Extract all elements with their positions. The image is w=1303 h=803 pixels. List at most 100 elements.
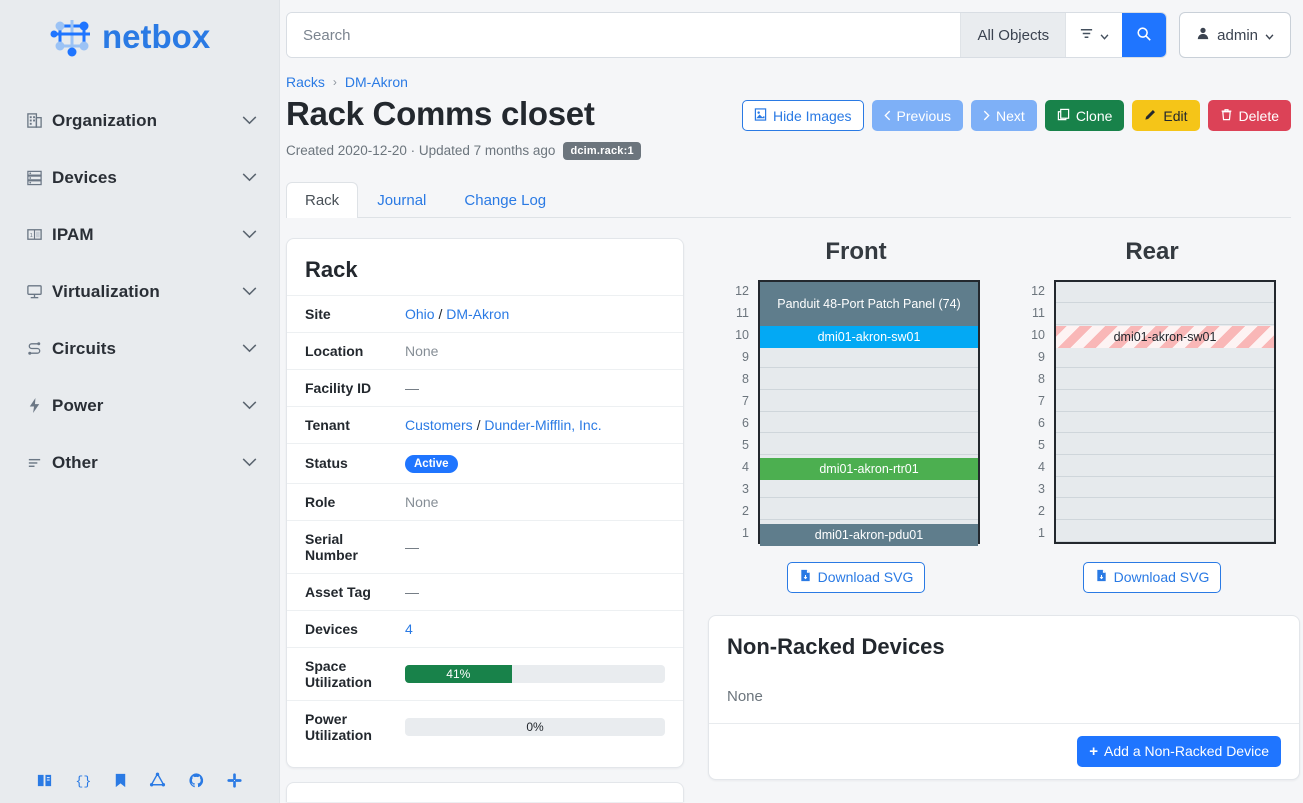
sidebar-item-power[interactable]: Power <box>0 377 279 434</box>
previous-label: Previous <box>896 107 952 124</box>
chevron-down-icon[interactable] <box>242 230 257 239</box>
table-row: Status Active <box>287 442 683 484</box>
row-label: Status <box>287 442 399 484</box>
table-row: Location None <box>287 331 683 370</box>
search-filter-dropdown[interactable] <box>1065 13 1123 57</box>
rack-unit-slot[interactable] <box>760 433 978 455</box>
netbox-logo[interactable]: netbox <box>0 0 279 66</box>
netbox-logo-icon: netbox <box>50 18 210 57</box>
rack-unit-slot[interactable] <box>760 411 978 434</box>
table-row: Space Utilization 41% <box>287 646 683 701</box>
devices-icon <box>26 169 52 186</box>
chevron-down-icon[interactable] <box>242 401 257 410</box>
breadcrumb-racks-link[interactable]: Racks <box>286 74 325 90</box>
rack-unit-slot[interactable] <box>1056 281 1274 304</box>
rack-unit-slot[interactable] <box>760 368 978 390</box>
sidebar-item-label: Virtualization <box>52 281 160 301</box>
rack-unit-slot[interactable] <box>760 498 978 520</box>
filter-icon <box>1079 26 1094 44</box>
row-value: None <box>399 331 683 370</box>
breadcrumb-separator-icon: › <box>332 75 337 89</box>
api-braces-icon[interactable]: {} <box>74 772 92 789</box>
tab-rack[interactable]: Rack <box>286 181 359 218</box>
row-label: Site <box>287 294 399 333</box>
search-submit-button[interactable] <box>1122 13 1167 57</box>
sidebar-item-label: Other <box>52 452 98 472</box>
edit-button[interactable]: Edit <box>1132 100 1200 131</box>
previous-button[interactable]: Previous <box>871 100 964 131</box>
rack-unit-slot[interactable] <box>1056 519 1274 542</box>
chevron-down-icon[interactable] <box>242 344 257 353</box>
rack-unit-number: 3 <box>1038 481 1045 496</box>
graphql-icon[interactable] <box>149 771 166 789</box>
table-row: Serial Number — <box>287 519 683 574</box>
row-label: Location <box>287 331 399 370</box>
non-racked-footer: + Add a Non-Racked Device <box>709 722 1299 779</box>
tab-change-log[interactable]: Change Log <box>464 191 547 209</box>
rack-card-title: Rack <box>305 256 358 282</box>
front-rack-wrapper: 12 11 10 9 8 7 6 5 4 3 2 1 Panduit 48-Port Patch Pa… <box>732 279 980 546</box>
sidebar-item-virtualization[interactable]: Virtualization <box>0 263 279 320</box>
device-count-link[interactable]: 4 <box>405 620 413 637</box>
row-value: 4 <box>399 609 683 648</box>
rack-device[interactable]: dmi01-akron-pdu01 <box>760 523 978 546</box>
sidebar-item-ipam[interactable]: 1 IPAM <box>0 206 279 263</box>
rack-unit-number: 9 <box>742 349 749 364</box>
sidebar-item-other[interactable]: Other <box>0 434 279 491</box>
github-icon[interactable] <box>188 772 205 789</box>
chevron-down-icon[interactable] <box>242 287 257 296</box>
tenant-group-link[interactable]: Customers <box>405 416 473 433</box>
rack-unit-slot[interactable] <box>1056 498 1274 520</box>
rack-unit-slot[interactable] <box>1056 346 1274 369</box>
rack-unit-number: 12 <box>1031 283 1045 298</box>
rack-unit-slot[interactable] <box>1056 389 1274 412</box>
sidebar-item-devices[interactable]: Devices <box>0 149 279 206</box>
clone-button[interactable]: Clone <box>1044 100 1125 131</box>
row-value: 0% <box>399 699 683 753</box>
search-input[interactable] <box>287 13 961 57</box>
rack-unit-slot[interactable] <box>1056 411 1274 434</box>
bookmark-icon[interactable] <box>113 772 128 789</box>
table-row: Tenant Customers / Dunder-Mifflin, Inc. <box>287 405 683 444</box>
search-group: All Objects <box>286 12 1168 58</box>
rack-unit-slot[interactable] <box>1056 476 1274 499</box>
tab-journal[interactable]: Journal <box>377 191 427 209</box>
delete-button[interactable]: Delete <box>1207 100 1291 131</box>
rack-device[interactable]: dmi01-akron-sw01 <box>1056 325 1274 348</box>
svg-text:{}: {} <box>76 773 92 788</box>
rack-device[interactable]: dmi01-akron-sw01 <box>760 325 978 348</box>
chevron-down-icon <box>1265 27 1274 44</box>
next-button[interactable]: Next <box>971 100 1037 131</box>
chevron-down-icon[interactable] <box>242 116 257 125</box>
rack-unit-slot[interactable] <box>760 389 978 412</box>
rack-unit-slot[interactable] <box>760 476 978 499</box>
hide-images-button[interactable]: Hide Images <box>741 100 864 131</box>
search-scope-selector[interactable]: All Objects <box>960 13 1066 57</box>
row-label: Space Utilization <box>287 646 399 701</box>
rear-download-svg-button[interactable]: Download SVG <box>1082 561 1222 593</box>
rear-elevation: Rear 12 11 10 9 8 7 6 5 4 3 2 1 dmi01-akron-sw01 <box>1004 238 1300 593</box>
add-non-racked-device-button[interactable]: + Add a Non-Racked Device <box>1077 735 1281 767</box>
chevron-down-icon[interactable] <box>242 173 257 182</box>
rack-elevations: Front 12 11 10 9 8 7 6 5 4 3 2 1 Panduit 48-Port Pa… <box>708 238 1300 593</box>
tenant-link[interactable]: Dunder-Mifflin, Inc. <box>484 416 602 433</box>
rack-unit-slot[interactable] <box>1056 368 1274 390</box>
front-download-svg-button[interactable]: Download SVG <box>786 561 926 593</box>
rack-unit-slot[interactable] <box>1056 433 1274 455</box>
rack-device[interactable]: Panduit 48-Port Patch Panel (74) <box>760 281 978 326</box>
site-link[interactable]: DM-Akron <box>446 305 510 322</box>
breadcrumb-site-link[interactable]: DM-Akron <box>344 74 408 90</box>
slack-icon[interactable] <box>226 772 243 789</box>
docs-book-icon[interactable] <box>36 772 53 789</box>
rack-device[interactable]: dmi01-akron-rtr01 <box>760 457 978 480</box>
user-menu-button[interactable]: admin <box>1179 12 1291 58</box>
row-value: Active <box>399 442 683 484</box>
sidebar-item-organization[interactable]: Organization <box>0 92 279 149</box>
rack-unit-slot[interactable] <box>760 346 978 369</box>
rack-unit-slot[interactable] <box>1056 454 1274 477</box>
rack-unit-number: 5 <box>1038 437 1045 452</box>
rack-unit-slot[interactable] <box>1056 303 1274 325</box>
chevron-down-icon[interactable] <box>242 458 257 467</box>
site-region-link[interactable]: Ohio <box>405 305 435 322</box>
sidebar-item-circuits[interactable]: Circuits <box>0 320 279 377</box>
